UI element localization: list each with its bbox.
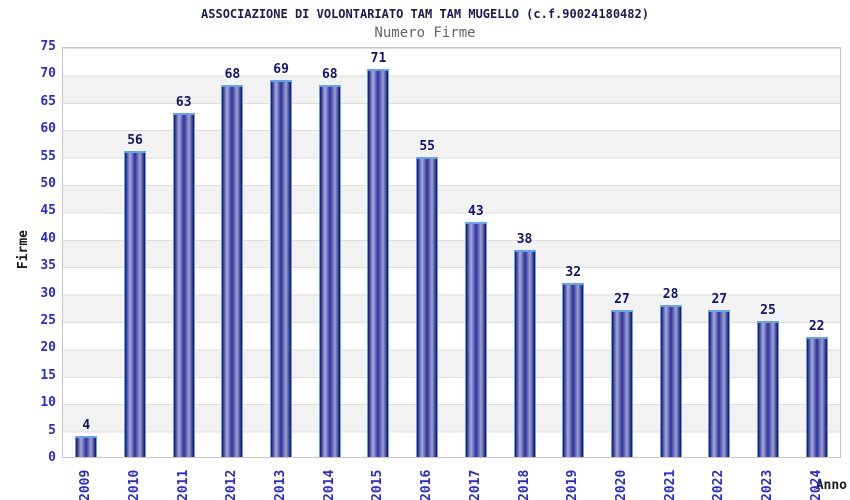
x-tick-label: 2010 xyxy=(127,469,143,500)
bar-value-label: 27 xyxy=(711,292,728,308)
y-tick-label: 65 xyxy=(40,93,56,109)
bar-value-label: 22 xyxy=(808,319,825,335)
bar xyxy=(513,249,536,457)
x-axis-label: Anno xyxy=(815,478,847,493)
x-tick-label: 2022 xyxy=(711,469,727,500)
bar xyxy=(708,310,731,457)
bar-value-label: 69 xyxy=(273,61,289,77)
x-tick-label: 2021 xyxy=(662,469,678,500)
bar xyxy=(610,310,633,457)
bar-value-label: 55 xyxy=(419,138,435,154)
x-tick-label: 2016 xyxy=(419,469,435,500)
bar xyxy=(221,85,244,457)
x-tick-label: 2020 xyxy=(613,469,629,500)
bar-value-label: 25 xyxy=(760,303,776,318)
x-tick-label: 2012 xyxy=(224,469,240,500)
y-tick-label: 60 xyxy=(40,121,56,137)
bar-value-label: 27 xyxy=(614,292,630,308)
x-tick-label: 2023 xyxy=(759,469,775,500)
y-tick-label: 0 xyxy=(48,450,56,465)
bar-value-label: 28 xyxy=(662,286,679,302)
bar-value-label: 4 xyxy=(82,418,91,434)
bar xyxy=(318,85,341,457)
y-tick-label: 15 xyxy=(40,367,56,383)
bar xyxy=(416,156,439,457)
y-tick-label: 70 xyxy=(40,66,56,82)
y-tick-label: 5 xyxy=(48,422,56,438)
bar xyxy=(805,337,828,457)
bar xyxy=(367,68,390,457)
bar-value-label: 32 xyxy=(565,264,582,280)
chart-subtitle: Numero Firme xyxy=(374,25,476,41)
x-tick-label: 2018 xyxy=(516,469,532,500)
y-tick-label: 35 xyxy=(40,258,56,274)
bar xyxy=(659,304,682,457)
chart-title: ASSOCIAZIONE DI VOLONTARIATO TAM TAM MUG… xyxy=(201,7,649,21)
bar xyxy=(75,436,98,457)
y-tick-label: 20 xyxy=(40,340,56,356)
y-tick-label: 75 xyxy=(40,39,56,54)
x-tick-label: 2019 xyxy=(565,469,581,500)
x-tick-label: 2009 xyxy=(78,469,94,500)
bar-value-label: 63 xyxy=(175,94,192,110)
x-tick-label: 2014 xyxy=(321,469,337,500)
bar xyxy=(562,282,585,457)
bar-value-label: 56 xyxy=(127,133,143,149)
y-tick-label: 50 xyxy=(40,176,56,191)
x-tick-label: 2013 xyxy=(273,469,289,500)
x-tick-label: 2017 xyxy=(467,469,483,500)
bar xyxy=(464,222,487,457)
bar xyxy=(756,321,779,457)
y-tick-label: 40 xyxy=(40,230,56,246)
x-tick-label: 2015 xyxy=(370,469,386,500)
y-tick-label: 25 xyxy=(40,313,56,328)
x-tick-label: 2011 xyxy=(175,469,191,500)
bar-value-label: 71 xyxy=(370,50,387,66)
x-tick-label: 2024 xyxy=(808,469,824,500)
y-tick-label: 10 xyxy=(40,395,56,411)
bar xyxy=(270,79,293,457)
y-tick-label: 30 xyxy=(40,285,56,301)
y-tick-label: 55 xyxy=(40,148,56,164)
bar xyxy=(124,151,147,457)
bar xyxy=(172,112,195,457)
bar-value-label: 68 xyxy=(224,67,241,83)
bar-value-label: 38 xyxy=(516,231,533,247)
bar-value-label: 43 xyxy=(468,204,484,220)
y-tick-label: 45 xyxy=(40,203,56,219)
bar-value-label: 68 xyxy=(321,67,338,83)
